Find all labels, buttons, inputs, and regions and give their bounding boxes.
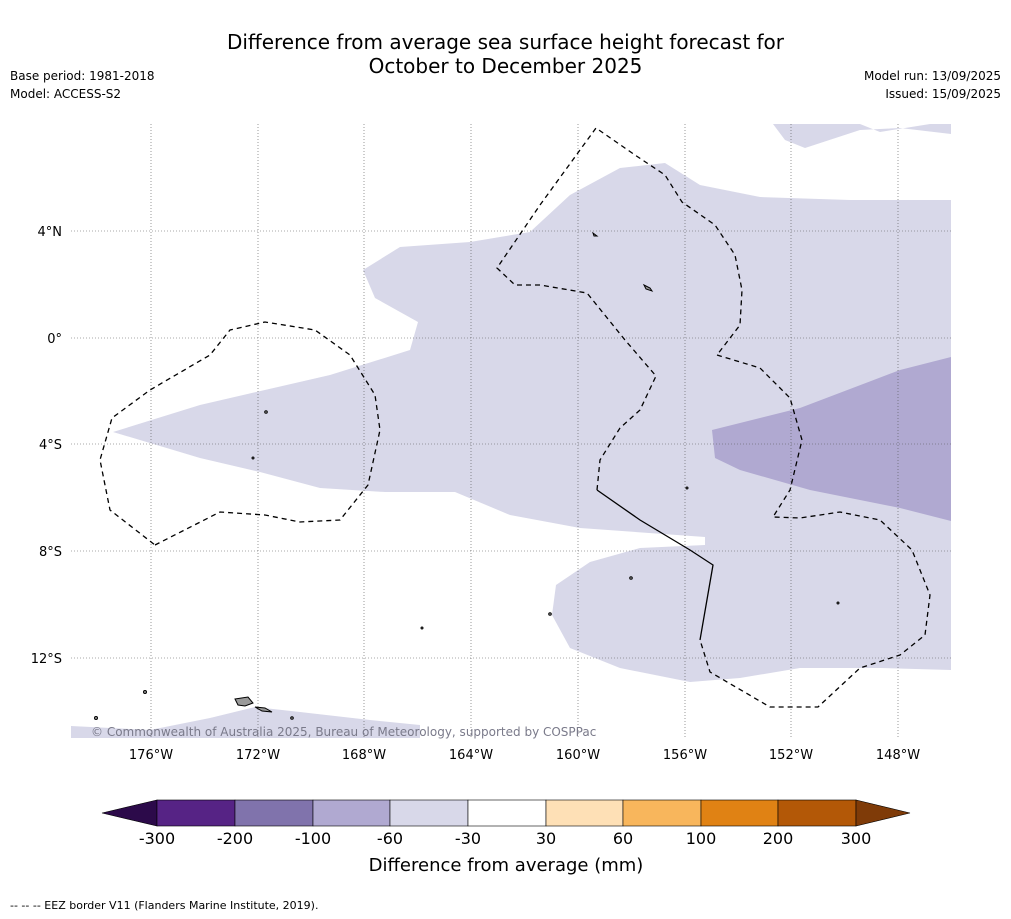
lon-tick-label: 156°W [663,748,707,763]
anomaly-patch-north [773,124,951,148]
model-name: Model: ACCESS-S2 [10,87,122,101]
colorbar-tick: 30 [536,829,556,848]
chart-title: Difference from average sea surface heig… [0,30,1011,78]
lon-tick-label: 164°W [449,748,493,763]
eez-borders [99,127,931,708]
colorbar-extend-low [101,799,158,827]
lon-tick-label: 148°W [876,748,920,763]
colorbar [101,799,911,827]
colorbar-swatch [312,799,391,827]
colorbar-tick: 60 [613,829,633,848]
colorbar-swatch [700,799,779,827]
island-dot-8 [685,486,689,490]
copyright-notice: © Commonwealth of Australia 2025, Bureau… [91,725,596,739]
eez-border-east [699,354,931,708]
lat-tick-label: 4°N [38,225,63,240]
model-run: Model run: 13/09/2025 [863,69,1001,83]
lon-axis-labels: 176°W 172°W 168°W 164°W 160°W 156°W 152°… [129,748,920,763]
title-line-2: October to December 2025 [368,54,643,78]
colorbar-tick: -60 [377,829,403,848]
colorbar-swatch [156,799,236,827]
meta-right: Model run: 13/09/2025 Issued: 15/09/2025 [864,67,1001,103]
footnote-eez-source: -- -- -- EEZ border V11 (Flanders Marine… [10,899,319,912]
issued-date: Issued: 15/09/2025 [885,87,1001,101]
colorbar-tick: 200 [763,829,794,848]
colorbar-tick: -100 [295,829,331,848]
lon-tick-label: 168°W [342,748,386,763]
island-dot-7 [836,601,840,605]
colorbar-tick: -300 [139,829,175,848]
island-small-b [592,231,599,237]
lat-tick-label: 4°S [39,438,62,453]
island-dot-6 [420,626,424,630]
colorbar-swatch [777,799,857,827]
island-small-a [642,283,654,292]
islands [94,231,840,720]
lon-tick-label: 172°W [236,748,280,763]
anomaly-region-medium [712,357,951,521]
title-line-1: Difference from average sea surface heig… [226,30,785,54]
island-dot-4 [629,576,633,580]
anomaly-strip-south [71,707,420,738]
eez-border-solid [596,489,714,641]
meta-left: Base period: 1981-2018 Model: ACCESS-S2 [10,67,155,103]
lat-axis-labels: 4°N 0° 4°S 8°S 12°S [31,225,62,667]
map-area [71,124,951,738]
colorbar-title: Difference from average (mm) [369,855,644,876]
island-dot-1 [143,690,147,694]
colorbar-tick: -200 [217,829,253,848]
colorbar-swatch [545,799,624,827]
island-dot-2 [94,716,98,720]
eez-border-central [496,127,743,491]
colorbar-extend-high [855,799,911,827]
colorbar-swatch [389,799,469,827]
lat-tick-label: 12°S [31,652,62,667]
colorbar-tick: 100 [686,829,717,848]
eez-border-west [99,321,381,546]
lon-tick-label: 152°W [769,748,813,763]
island-savaii [234,696,254,707]
colorbar-swatch [234,799,314,827]
gridlines [71,124,951,738]
lat-tick-label: 0° [47,332,62,347]
colorbar-tick: -30 [455,829,481,848]
island-dot-5 [548,612,552,616]
colorbar-swatch [622,799,702,827]
island-upolu [254,706,273,713]
colorbar-swatch [467,799,547,827]
lat-tick-label: 8°S [39,545,62,560]
island-dot-10 [290,716,294,720]
base-period: Base period: 1981-2018 [10,69,155,83]
island-dot-9 [251,456,255,460]
colorbar-tick-labels: -300 -200 -100 -60 -30 30 60 100 200 300 [139,829,871,848]
lon-tick-label: 160°W [556,748,600,763]
lon-tick-label: 176°W [129,748,173,763]
island-dot-3 [264,410,268,414]
colorbar-tick: 300 [841,829,872,848]
